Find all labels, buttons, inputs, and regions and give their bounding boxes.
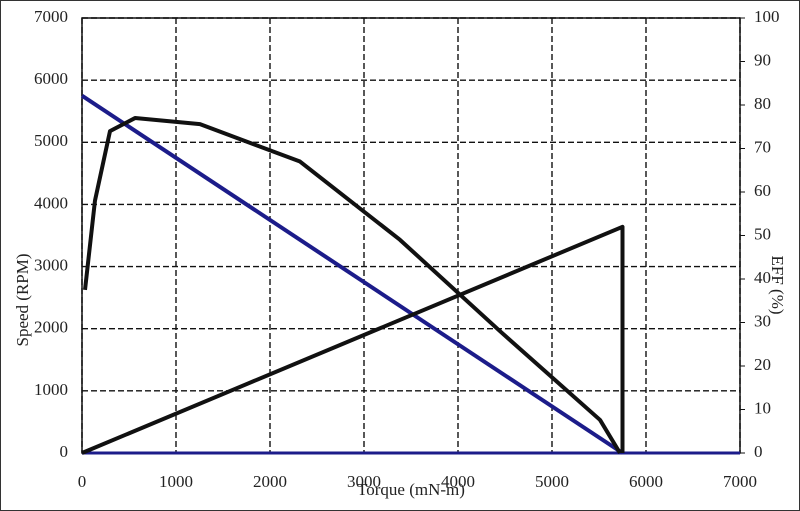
x-tick-label: 0 [78,472,87,491]
y2-tick-label: 0 [754,442,763,461]
x-tick-label: 6000 [629,472,663,491]
y-tick-label: 7000 [34,7,68,26]
x-tick-label: 7000 [723,472,757,491]
y2-tick-label: 20 [754,355,771,374]
y2-tick-label: 100 [754,7,780,26]
y2-tick-label: 30 [754,311,771,330]
y2-tick-label: 50 [754,224,771,243]
x-axis-label: Torque (mN-m) [357,480,465,499]
y2-tick-label: 40 [754,268,771,287]
y-tick-label: 0 [60,442,69,461]
y2-tick-label: 60 [754,181,771,200]
y2-tick-label: 70 [754,137,771,156]
x-tick-label: 4000 [441,472,475,491]
series-line [83,116,622,455]
y2-tick-label: 80 [754,94,771,113]
y-tick-label: 6000 [34,69,68,88]
y2-tick-label: 10 [754,398,771,417]
y2-axis-label: EFF (%) [768,255,787,314]
y2-tick-label: 90 [754,50,771,69]
y-tick-label: 4000 [34,193,68,212]
plot-border [81,17,741,454]
y-axis-label: Speed (RPM) [13,253,32,346]
x-tick-label: 3000 [347,472,381,491]
y-tick-label: 5000 [34,131,68,150]
x-tick-label: 1000 [159,472,193,491]
y-tick-label: 2000 [34,318,68,337]
series-line [81,224,625,455]
x-tick-label: 2000 [253,472,287,491]
x-tick-label: 5000 [535,472,569,491]
y-tick-label: 1000 [34,380,68,399]
y-tick-label: 3000 [34,255,68,274]
series-line [80,94,624,455]
